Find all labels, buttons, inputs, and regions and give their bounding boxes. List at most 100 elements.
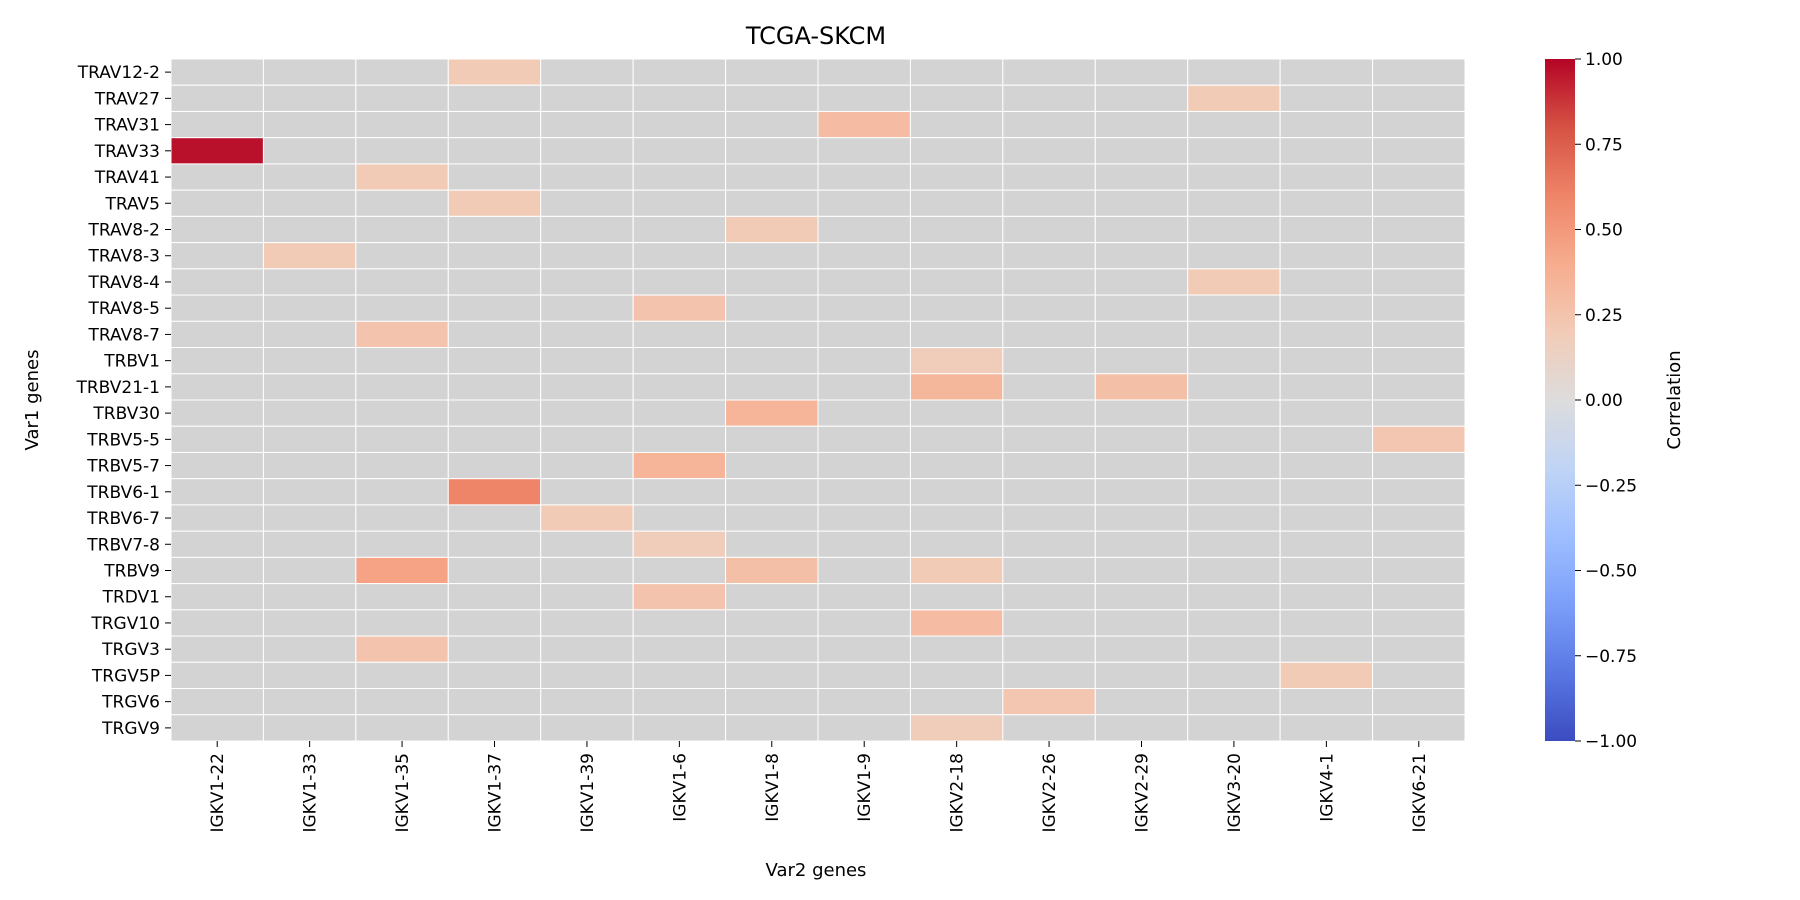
heatmap-cell [1372, 215, 1466, 244]
heatmap-cell [1279, 110, 1374, 139]
heatmap-cell [1002, 215, 1096, 244]
y-tick-label: TRAV12-2 [77, 63, 160, 83]
heatmap-cell [909, 137, 1004, 165]
heatmap-cell [909, 268, 1004, 296]
heatmap-cell [1094, 189, 1189, 217]
heatmap-cell [632, 478, 727, 506]
x-tick-label: IGKV1-37 [486, 753, 506, 833]
x-tick-label: IGKV1-22 [208, 753, 228, 833]
heatmap-cell [1002, 399, 1096, 427]
heatmap-cell [1279, 451, 1374, 480]
heatmap-cell [355, 189, 449, 217]
heatmap-cell [1002, 478, 1096, 506]
heatmap-cell [540, 661, 634, 690]
heatmap-cell [1187, 478, 1281, 506]
heatmap-cell [1094, 399, 1189, 427]
heatmap-cell [447, 268, 542, 296]
heatmap-cell [447, 556, 542, 585]
heatmap-cell [262, 583, 357, 611]
heatmap-cell [262, 530, 357, 558]
heatmap-cell [540, 137, 634, 165]
heatmap-cell [170, 478, 264, 506]
heatmap-cell [1279, 58, 1374, 86]
heatmap-cell [170, 635, 264, 663]
heatmap-cell [817, 268, 911, 296]
heatmap-cell [262, 478, 357, 506]
colorbar-tick-label: 0.25 [1585, 306, 1623, 326]
heatmap-cell [1094, 478, 1189, 506]
heatmap-cell [817, 556, 911, 585]
heatmap-cell [909, 189, 1004, 217]
heatmap-cell [447, 425, 542, 453]
heatmap-cell [632, 688, 727, 716]
heatmap-cell [1372, 714, 1466, 742]
heatmap-cell [447, 373, 542, 401]
heatmap-cell [447, 583, 542, 611]
heatmap-cell [725, 58, 819, 86]
heatmap-cell [909, 583, 1004, 611]
heatmap-cell [909, 110, 1004, 139]
heatmap-cell [1187, 347, 1281, 375]
heatmap-cell [1002, 556, 1096, 585]
y-tick-label: TRGV6 [101, 693, 160, 713]
heatmap-cell [632, 373, 727, 401]
heatmap-cell [1279, 347, 1374, 375]
heatmap-cell [262, 58, 357, 86]
heatmap-cell [540, 110, 634, 139]
heatmap-cell [355, 268, 449, 296]
heatmap-cell [1279, 635, 1374, 663]
heatmap-cell [1094, 661, 1189, 690]
heatmap-cell [1002, 347, 1096, 375]
y-tick-label: TRAV8-7 [88, 325, 160, 345]
heatmap-cell [909, 609, 1004, 637]
x-tick-label: IGKV2-29 [1133, 753, 1153, 833]
y-tick-label: TRAV41 [94, 168, 160, 188]
heatmap-cell [1279, 189, 1374, 217]
heatmap-cell [1002, 110, 1096, 139]
heatmap-cell [355, 661, 449, 690]
y-tick-label: TRAV8-5 [88, 299, 160, 319]
heatmap-cell [1094, 451, 1189, 480]
heatmap-cell [1372, 163, 1466, 191]
heatmap-cell [540, 215, 634, 244]
heatmap-cell [632, 530, 727, 558]
heatmap-cell [817, 189, 911, 217]
heatmap-cell [725, 320, 819, 349]
heatmap-cell [262, 609, 357, 637]
heatmap-cell [355, 137, 449, 165]
heatmap-cell [262, 294, 357, 322]
heatmap-cell [1002, 661, 1096, 690]
heatmap-cell [909, 320, 1004, 349]
heatmap-cell [725, 688, 819, 716]
heatmap-cell [1002, 583, 1096, 611]
heatmap-cell [1372, 320, 1466, 349]
heatmap-cell [1279, 425, 1374, 453]
y-tick-label: TRBV21-1 [75, 378, 160, 398]
heatmap-cell [355, 530, 449, 558]
heatmap-cell [1372, 504, 1466, 532]
y-tick-label: TRAV5 [105, 194, 161, 214]
heatmap-cell [817, 635, 911, 663]
heatmap-cell [909, 294, 1004, 322]
heatmap-cell [447, 478, 542, 506]
heatmap-cell [1002, 609, 1096, 637]
y-tick-label: TRAV31 [94, 116, 160, 136]
heatmap-cell [170, 110, 264, 139]
heatmap-cell [1094, 635, 1189, 663]
heatmap-cell [355, 399, 449, 427]
heatmap-cell [725, 635, 819, 663]
heatmap-cell [447, 189, 542, 217]
x-tick-label: IGKV1-33 [301, 753, 321, 833]
y-tick-label: TRBV6-7 [86, 509, 160, 529]
heatmap-cell [725, 583, 819, 611]
heatmap-cell [355, 58, 449, 86]
heatmap-cell [1187, 714, 1281, 742]
heatmap-cell [817, 163, 911, 191]
heatmap-cell [725, 110, 819, 139]
heatmap-cell [1372, 294, 1466, 322]
colorbar-tick-label: −0.75 [1585, 647, 1637, 667]
heatmap-cell [170, 163, 264, 191]
heatmap-cell [817, 609, 911, 637]
heatmap-cell [1372, 84, 1466, 112]
heatmap-cell [1372, 268, 1466, 296]
